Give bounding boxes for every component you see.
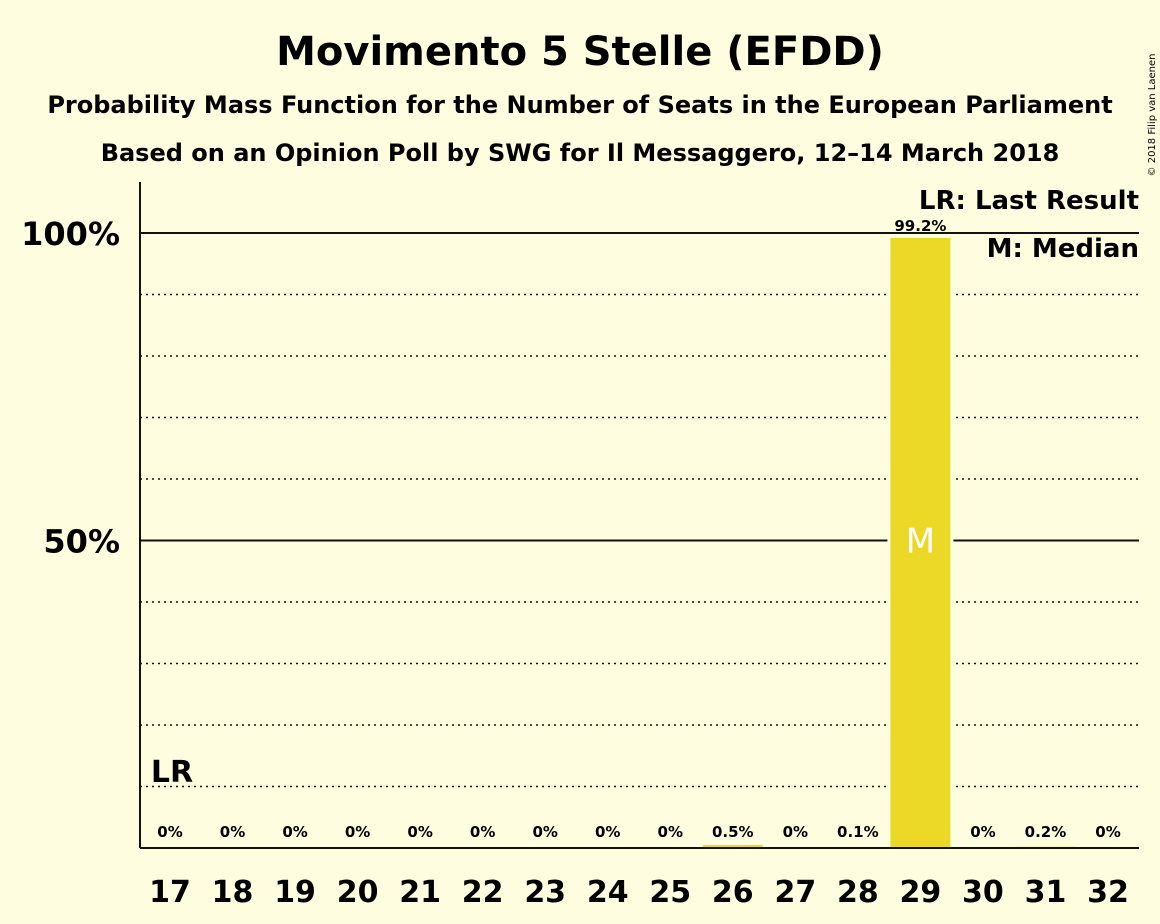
median-marker: M	[906, 522, 935, 562]
data-label: 0%	[220, 823, 245, 841]
data-label: 0%	[970, 823, 995, 841]
x-tick-label: 32	[1087, 875, 1129, 910]
x-tick-label: 25	[649, 875, 691, 910]
x-tick-label: 29	[900, 875, 942, 910]
y-tick-label: 50%	[43, 523, 120, 561]
axes	[139, 182, 1139, 849]
x-tick-label: 19	[274, 875, 316, 910]
x-tick-label: 22	[462, 875, 504, 910]
x-tick-label: 20	[337, 875, 379, 910]
chart-subtitle-2: Based on an Opinion Poll by SWG for Il M…	[101, 139, 1060, 167]
x-tick-label: 23	[524, 875, 566, 910]
data-label: 0%	[282, 823, 307, 841]
bar	[702, 844, 763, 848]
x-tick-label: 27	[774, 875, 816, 910]
chart-title: Movimento 5 Stelle (EFDD)	[276, 29, 884, 75]
legend-median: M: Median	[987, 234, 1139, 264]
data-label: 0.5%	[712, 823, 754, 841]
data-label: 0.2%	[1025, 823, 1067, 841]
bars	[702, 234, 1076, 852]
x-tick-label: 30	[962, 875, 1004, 910]
x-tick-label: 24	[587, 875, 629, 910]
data-label: 0%	[345, 823, 370, 841]
data-label: 0%	[157, 823, 182, 841]
last-result-marker: LR	[151, 755, 193, 790]
data-label: 0%	[595, 823, 620, 841]
data-label: 0%	[470, 823, 495, 841]
data-label: 0%	[532, 823, 557, 841]
x-tick-label: 26	[712, 875, 754, 910]
data-label: 99.2%	[894, 217, 946, 235]
data-label: 0.1%	[837, 823, 879, 841]
x-tick-label: 21	[399, 875, 441, 910]
x-tick-label: 28	[837, 875, 879, 910]
chart-subtitle: Probability Mass Function for the Number…	[47, 91, 1112, 119]
x-tick-label: 17	[149, 875, 191, 910]
data-label: 0%	[658, 823, 683, 841]
bar	[887, 234, 954, 852]
y-tick-label: 100%	[21, 215, 120, 253]
x-tick-label: 18	[212, 875, 254, 910]
data-label: 0%	[407, 823, 432, 841]
data-label: 0%	[1095, 823, 1120, 841]
x-tick-label: 31	[1025, 875, 1067, 910]
legend-last-result: LR: Last Result	[919, 186, 1139, 216]
data-label: 0%	[783, 823, 808, 841]
labels: 50% 100% 0% 17 0% 18 0% 19 0% 20 0% 21 0% 22 0% 23 0% 24 0…	[21, 215, 1129, 910]
copyright-note: © 2018 Filip van Laenen	[1147, 54, 1158, 177]
gridlines	[140, 232, 1139, 788]
